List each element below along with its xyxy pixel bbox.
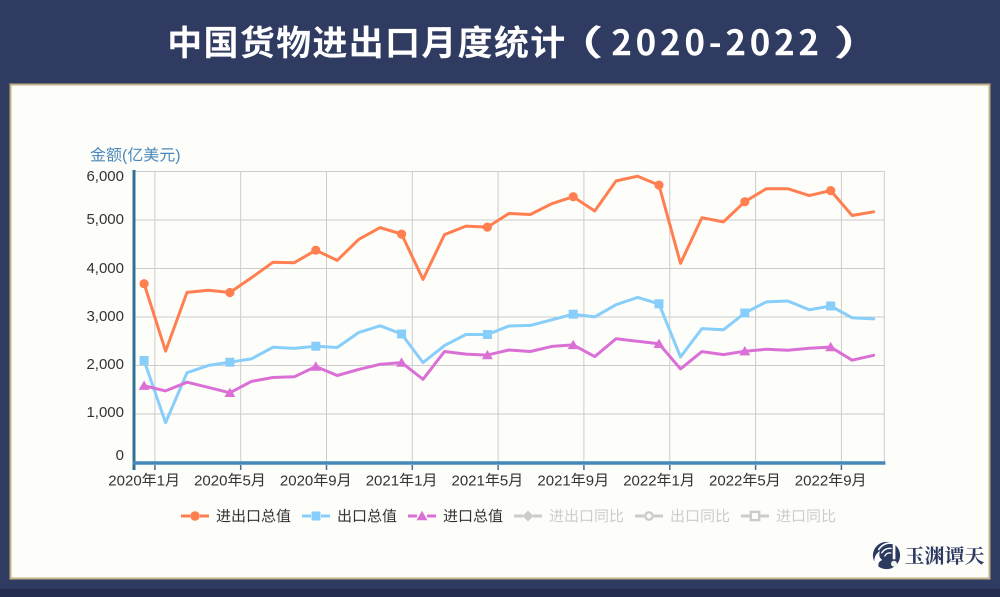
svg-text:2022: 2022: [709, 472, 742, 489]
svg-text:): ): [175, 148, 180, 165]
svg-text:1: 1: [157, 472, 165, 489]
svg-text:1: 1: [672, 472, 680, 489]
svg-text:6,000: 6,000: [86, 168, 124, 185]
svg-text:5: 5: [243, 472, 251, 489]
svg-text:1: 1: [414, 472, 422, 489]
svg-text:2022: 2022: [623, 472, 656, 489]
svg-text:2021: 2021: [452, 472, 485, 489]
svg-text:2020: 2020: [280, 472, 313, 489]
svg-text:2022: 2022: [795, 472, 828, 489]
svg-text:5: 5: [500, 472, 508, 489]
svg-text:2,000: 2,000: [86, 356, 124, 373]
svg-text:2021: 2021: [537, 472, 570, 489]
svg-text:5,000: 5,000: [86, 211, 124, 228]
svg-text:4,000: 4,000: [86, 260, 124, 277]
svg-text:0: 0: [116, 447, 124, 464]
svg-text:2020: 2020: [108, 472, 141, 489]
svg-text:(: (: [122, 148, 128, 165]
svg-text:2020: 2020: [194, 472, 227, 489]
svg-text:1,000: 1,000: [86, 404, 124, 421]
svg-text:5: 5: [757, 472, 765, 489]
svg-text:9: 9: [328, 472, 336, 489]
svg-text:9: 9: [586, 472, 594, 489]
svg-text:3,000: 3,000: [86, 308, 124, 325]
svg-text:9: 9: [843, 472, 851, 489]
svg-text:2021: 2021: [366, 472, 399, 489]
